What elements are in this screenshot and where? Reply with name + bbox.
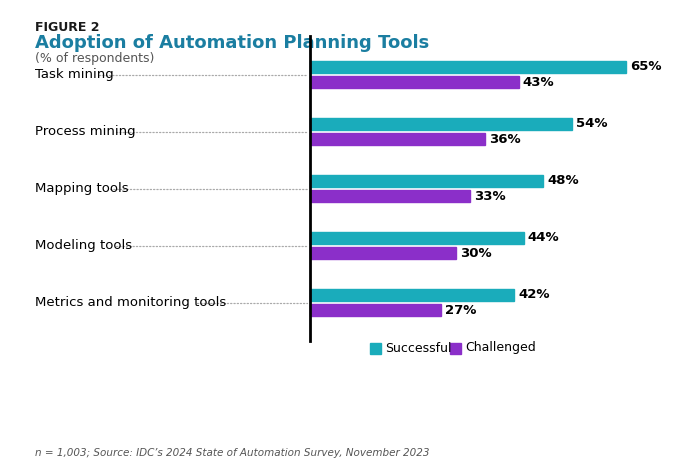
Text: Successful: Successful: [385, 341, 452, 355]
Text: Adoption of Automation Planning Tools: Adoption of Automation Planning Tools: [35, 34, 429, 52]
Bar: [310, 118, 573, 130]
Text: Metrics and monitoring tools: Metrics and monitoring tools: [35, 296, 226, 309]
Text: FIGURE 2: FIGURE 2: [35, 21, 99, 34]
Bar: [310, 190, 470, 202]
Bar: [310, 304, 441, 317]
Text: 36%: 36%: [489, 133, 521, 146]
Text: 27%: 27%: [445, 304, 477, 317]
Bar: [310, 175, 543, 187]
Bar: [370, 343, 381, 354]
Text: Modeling tools: Modeling tools: [35, 239, 132, 252]
Text: Mapping tools: Mapping tools: [35, 182, 129, 195]
Bar: [310, 288, 514, 301]
Text: 42%: 42%: [518, 288, 550, 301]
Text: Task mining: Task mining: [35, 68, 113, 81]
Bar: [310, 247, 456, 259]
Text: 43%: 43%: [523, 76, 554, 89]
Text: (% of respondents): (% of respondents): [35, 52, 155, 65]
Text: Process mining: Process mining: [35, 125, 136, 138]
Text: 54%: 54%: [576, 117, 608, 130]
Bar: [310, 133, 485, 146]
Text: 44%: 44%: [528, 231, 559, 244]
Text: n = 1,003; Source: IDC’s 2024 State of Automation Survey, November 2023: n = 1,003; Source: IDC’s 2024 State of A…: [35, 448, 430, 458]
Text: 33%: 33%: [475, 190, 506, 203]
Bar: [310, 231, 524, 244]
Text: Challenged: Challenged: [465, 341, 536, 355]
Text: 48%: 48%: [547, 174, 579, 187]
Bar: [310, 60, 626, 73]
Text: 30%: 30%: [460, 247, 491, 260]
Bar: [310, 76, 519, 89]
Text: 65%: 65%: [630, 60, 662, 73]
Bar: [450, 343, 461, 354]
